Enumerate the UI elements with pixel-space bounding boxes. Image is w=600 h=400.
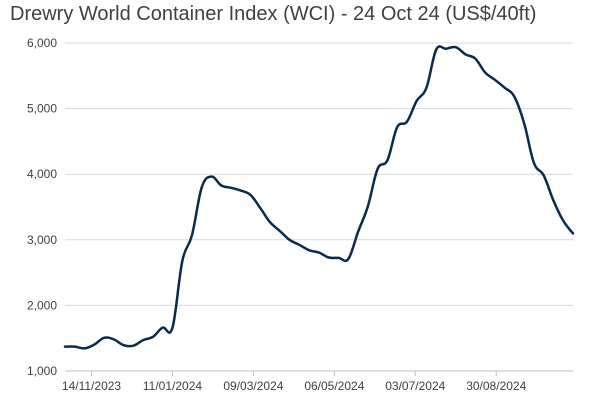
y-tick-label: 3,000 [27, 233, 57, 247]
y-tick-label: 6,000 [27, 36, 57, 50]
x-tick-label: 03/07/2024 [385, 379, 445, 393]
x-tick-label: 30/08/2024 [466, 379, 526, 393]
y-tick-label: 2,000 [27, 298, 57, 312]
x-tick-label: 11/01/2024 [143, 379, 202, 393]
x-tick-label: 06/05/2024 [304, 379, 364, 393]
y-tick-label: 1,000 [27, 364, 57, 378]
y-tick-label: 5,000 [27, 102, 57, 116]
x-tick-label: 09/03/2024 [223, 379, 283, 393]
x-tick-label: 14/11/2023 [62, 379, 121, 393]
series-line-0 [63, 45, 575, 350]
chart-title: Drewry World Container Index (WCI) - 24 … [10, 3, 537, 25]
y-tick-label: 4,000 [27, 167, 57, 181]
